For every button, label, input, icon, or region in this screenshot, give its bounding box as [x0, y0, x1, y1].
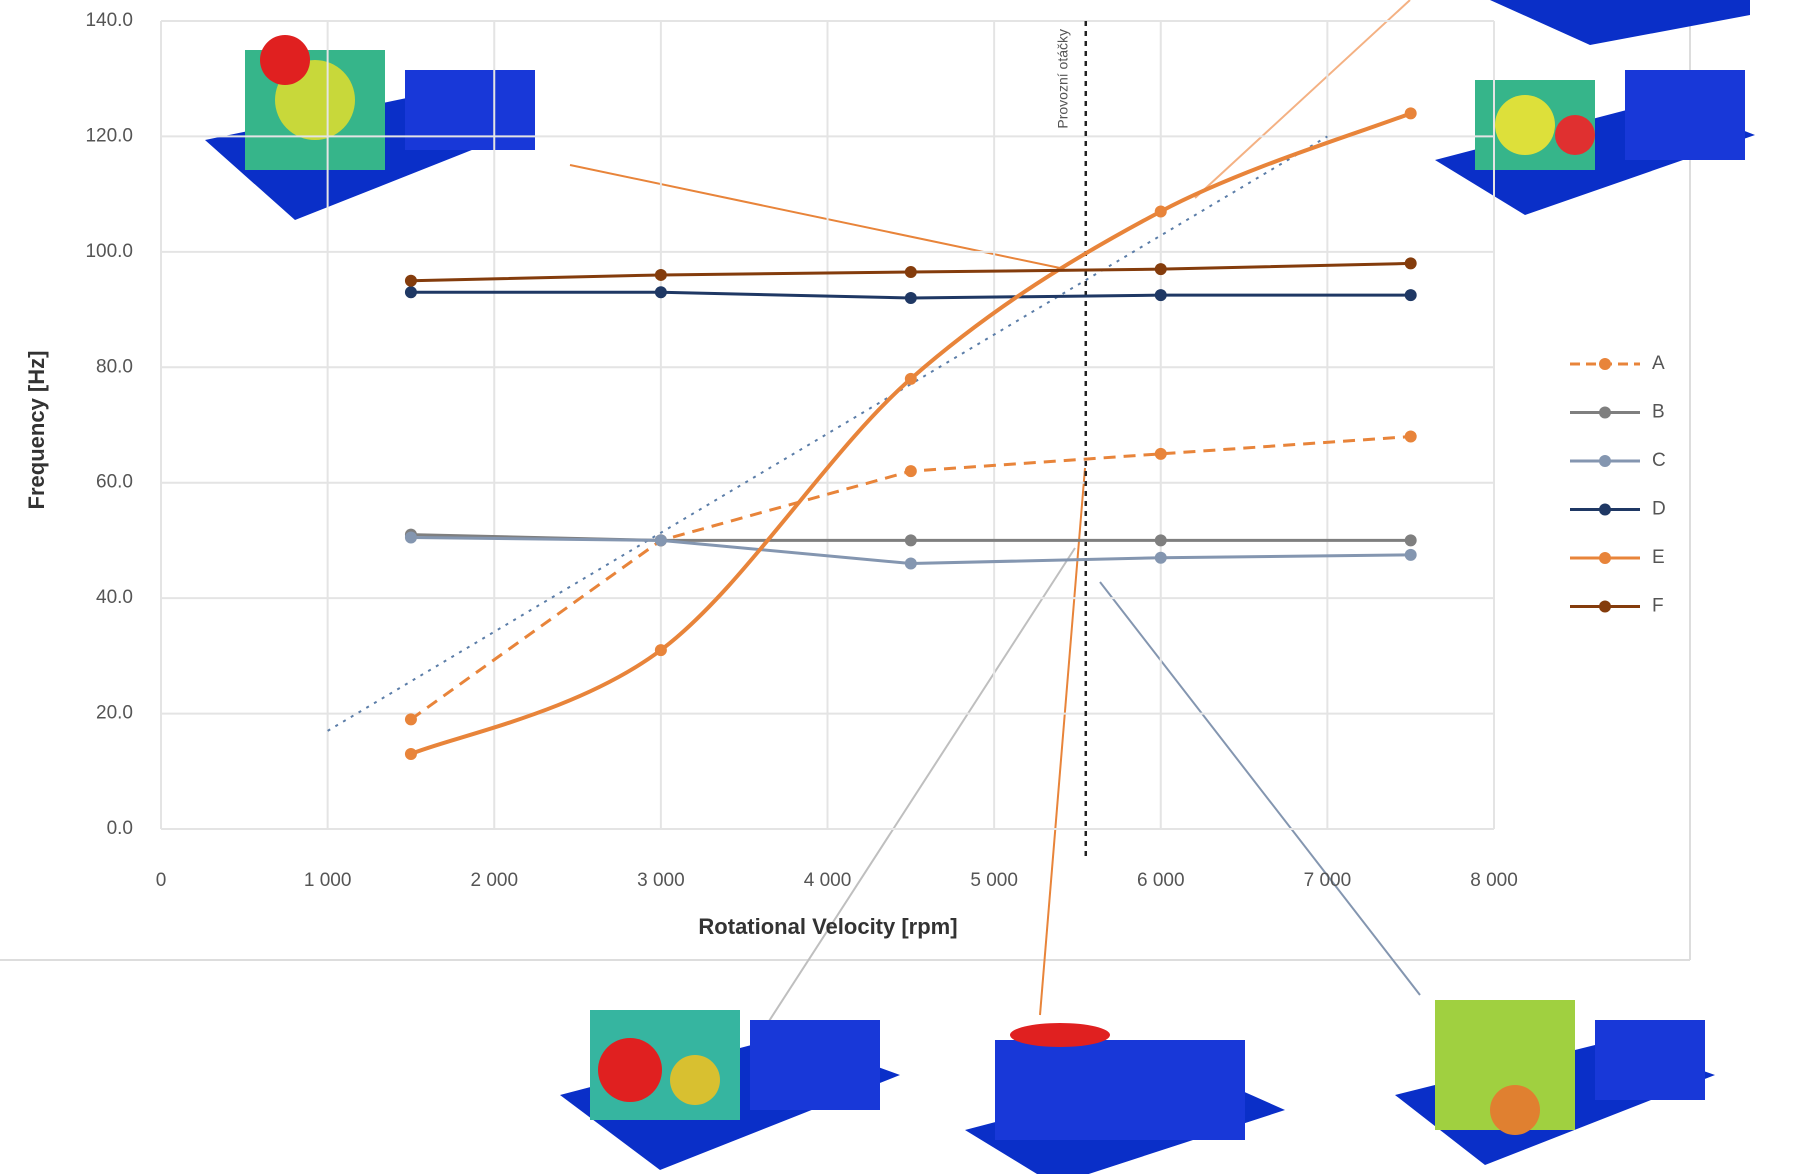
y-tick-label: 20.0: [96, 703, 133, 724]
point: [904, 372, 917, 385]
point: [1404, 257, 1417, 270]
x-tick-label: 3 000: [637, 870, 685, 891]
legend-marker: [1599, 552, 1611, 564]
legend-entry: D: [1570, 499, 1666, 520]
legend-label: F: [1652, 596, 1664, 617]
x-axis-title: Rotational Velocity [rpm]: [698, 914, 957, 939]
y-tick-label: 80.0: [96, 356, 133, 377]
point: [904, 465, 917, 478]
fem-thumbnail: [560, 1010, 900, 1170]
pointer-lines: [569, 0, 1421, 1036]
legend-marker: [1599, 600, 1611, 613]
fem-thumbnail: [1435, 70, 1755, 215]
point: [904, 266, 917, 279]
point: [1404, 548, 1417, 561]
point: [404, 531, 417, 544]
legend-marker: [1599, 503, 1611, 516]
legend-entry: C: [1570, 450, 1666, 471]
fem-thumbnail: [1490, 0, 1750, 45]
legend-entry: B: [1570, 402, 1665, 423]
point: [1404, 430, 1417, 443]
y-tick-label: 40.0: [96, 587, 133, 608]
legend-label: D: [1652, 499, 1666, 520]
y-tick-label: 60.0: [96, 472, 133, 493]
legend-label: B: [1652, 402, 1665, 423]
y-tick-label: 0.0: [107, 818, 133, 839]
point: [404, 713, 417, 726]
point: [1154, 534, 1167, 547]
fem-thumbnail: [965, 1023, 1285, 1174]
legend-marker: [1599, 455, 1611, 467]
x-tick-label: 6 000: [1137, 870, 1185, 891]
x-tick-label: 1 000: [304, 870, 352, 891]
legend-label: C: [1652, 450, 1666, 471]
point: [1154, 263, 1167, 276]
point: [1154, 289, 1167, 302]
legend-label: E: [1652, 547, 1665, 568]
legend-entry: A: [1570, 353, 1665, 374]
series-line: [410, 111, 1412, 756]
grid: [160, 20, 1495, 830]
point: [404, 274, 417, 287]
fem-thumbnail: [1395, 1000, 1715, 1165]
point: [904, 292, 917, 305]
operating-speed-label: Provozní otáčky: [1054, 29, 1070, 129]
y-tick-label: 100.0: [85, 241, 133, 262]
series-line: [410, 435, 1411, 721]
legend-label: A: [1652, 353, 1665, 374]
legend-entry: F: [1570, 596, 1664, 617]
point: [1404, 289, 1417, 302]
x-tick-label: 4 000: [804, 870, 852, 891]
x-tick-label: 7 000: [1304, 870, 1352, 891]
point: [1154, 551, 1167, 564]
y-axis-title: Frequency [Hz]: [24, 351, 49, 510]
point: [1154, 447, 1167, 460]
point: [654, 644, 667, 657]
point: [404, 286, 417, 299]
legend-marker: [1599, 406, 1611, 419]
point: [1404, 534, 1417, 547]
point: [904, 534, 917, 547]
x-tick-label: 5 000: [970, 870, 1018, 891]
fem-thumbnail: [205, 35, 535, 220]
x-tick-label: 0: [156, 870, 167, 891]
legend-marker: [1599, 358, 1611, 370]
y-tick-label: 120.0: [85, 125, 133, 146]
point: [654, 534, 667, 547]
y-tick-label: 140.0: [85, 10, 133, 31]
x-tick-label: 8 000: [1470, 870, 1518, 891]
point: [404, 747, 417, 760]
point: [654, 268, 667, 281]
point: [1404, 107, 1417, 120]
x-tick-label: 2 000: [470, 870, 518, 891]
legend-entry: E: [1570, 547, 1665, 568]
point: [654, 286, 667, 299]
point: [1154, 205, 1167, 218]
point: [904, 557, 917, 570]
